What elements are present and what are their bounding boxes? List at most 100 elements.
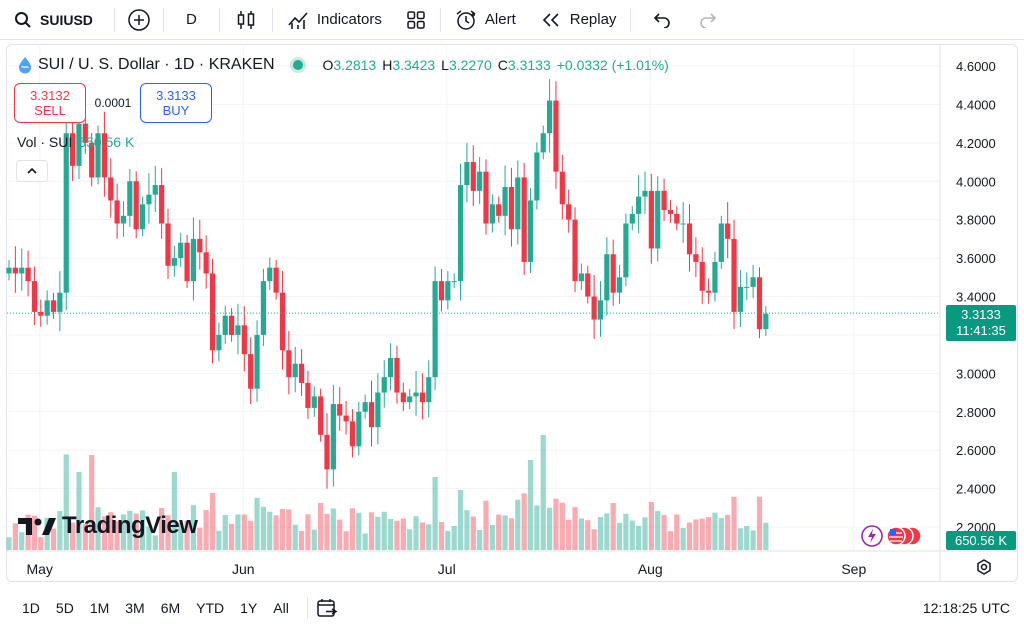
sell-price: 3.3132 [30, 88, 70, 103]
replay-label: Replay [569, 11, 617, 28]
indicators-button[interactable]: Indicators [273, 0, 392, 40]
candle-body [305, 382, 311, 408]
scale-settings-icon[interactable] [974, 557, 994, 577]
low-key: L [441, 57, 449, 73]
candle-body [674, 213, 680, 224]
y-tick-label: 3.8000 [956, 213, 996, 228]
market-status-dot[interactable] [292, 60, 303, 70]
range-1d-button[interactable]: 1D [22, 599, 40, 616]
sell-button[interactable]: 3.3132 SELL [14, 83, 86, 123]
volume-bar [292, 524, 298, 550]
range-5d-button[interactable]: 5D [55, 599, 74, 616]
volume-bar [706, 517, 712, 550]
us-flag-icon[interactable] [886, 526, 922, 546]
tradingview-logo[interactable]: TradingView [18, 512, 198, 540]
range-ytd-button[interactable]: YTD [196, 599, 225, 616]
candle-body [515, 177, 521, 230]
bar-countdown: 11:41:35 [956, 323, 1006, 338]
replay-button[interactable]: Replay [526, 0, 631, 40]
candle [464, 142, 470, 203]
volume-bar [394, 520, 400, 550]
chart-type-button[interactable] [220, 0, 272, 40]
volume-bar [50, 528, 57, 550]
legend-title[interactable]: SUI / U. S. Dollar · 1D · KRAKEN [38, 56, 275, 73]
range-1m-button[interactable]: 1M [89, 599, 110, 616]
candle [120, 201, 127, 237]
volume-bar [127, 510, 133, 550]
candle-body [318, 396, 324, 435]
volume-bar [693, 519, 699, 550]
candle-body [197, 238, 203, 253]
chart-pane[interactable] [6, 44, 1018, 582]
search-icon [15, 11, 31, 28]
volume-bar [89, 455, 95, 550]
calendar-range-icon [317, 598, 338, 617]
volume-bar [337, 519, 343, 550]
candle-body [591, 296, 597, 320]
y-tick-label: 4.0000 [956, 174, 996, 189]
sui-logo-icon [19, 57, 31, 74]
range-6m-button[interactable]: 6M [160, 599, 181, 616]
lightning-event-icon[interactable] [861, 525, 883, 547]
candle-body [629, 213, 635, 224]
candle-body [521, 177, 527, 262]
volume-bar [101, 516, 107, 550]
goto-date-button[interactable] [316, 598, 338, 618]
volume-bar [750, 530, 756, 550]
candle [445, 271, 451, 310]
candle-body [152, 185, 158, 195]
range-3m-button[interactable]: 3M [125, 599, 145, 616]
range-1y-button[interactable]: 1Y [240, 599, 258, 616]
candle [534, 142, 540, 210]
candle [241, 306, 247, 372]
redo-button[interactable] [685, 0, 731, 40]
candle-body [95, 133, 101, 178]
candle-body [699, 261, 705, 291]
volume-bar [70, 522, 76, 550]
volume-bar [324, 513, 330, 550]
grid-icon [407, 10, 425, 29]
volume-bar [159, 508, 165, 550]
candle [216, 322, 222, 362]
layouts-button[interactable] [392, 0, 440, 40]
alarm-clock-icon [456, 9, 476, 30]
candle-body [108, 177, 114, 201]
utc-clock[interactable]: 12:18:25 UTC [922, 599, 1010, 616]
alert-button[interactable]: Alert [441, 0, 526, 40]
volume-bar [216, 530, 222, 550]
volume-bar [19, 532, 25, 550]
volume-bar [82, 524, 88, 550]
price-chart[interactable]: 4.6000 4.4000 4.2000 4.0000 3.8000 3.6000 3.40… [0, 44, 1024, 584]
candle [70, 116, 76, 182]
volume-bar [229, 524, 235, 550]
candle-body [616, 277, 623, 293]
candle-body [400, 392, 406, 403]
buy-button[interactable]: 3.3133 BUY [140, 83, 212, 123]
volume-legend[interactable]: Vol · SUI 650.56 K [17, 134, 134, 150]
volume-bar [610, 503, 616, 550]
candle [661, 178, 667, 222]
symbol-search-button[interactable]: SUIUSD [0, 0, 114, 40]
collapse-legend-button[interactable] [16, 160, 48, 182]
candle [547, 79, 553, 153]
volume-bar [108, 512, 114, 550]
volume-bar [203, 510, 209, 550]
volume-bar [298, 531, 305, 550]
compare-symbol-button[interactable] [115, 0, 163, 40]
candle [470, 145, 476, 207]
undo-button[interactable] [631, 0, 685, 40]
indicators-label: Indicators [316, 11, 382, 28]
range-all-button[interactable]: All [273, 599, 289, 616]
candle [311, 386, 317, 417]
interval-button[interactable]: D [164, 0, 219, 40]
candle-body [547, 100, 553, 134]
volume-bar [356, 512, 362, 550]
candle-body [706, 290, 712, 293]
candle-body [457, 185, 464, 282]
candle [318, 388, 324, 442]
candle [725, 201, 731, 259]
volume-bar [756, 496, 763, 550]
events-icons[interactable] [860, 522, 922, 550]
candle-body [12, 267, 18, 274]
volume-bar [642, 517, 648, 550]
